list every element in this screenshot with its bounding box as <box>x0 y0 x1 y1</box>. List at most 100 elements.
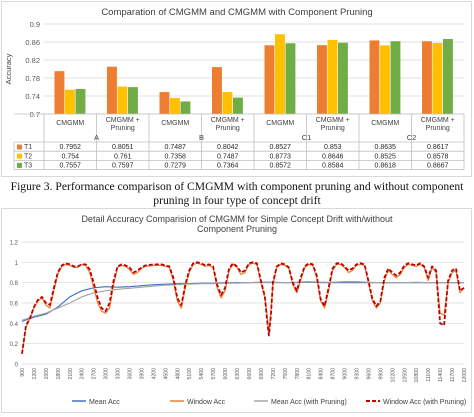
y-tick-label: 0.7 <box>30 110 40 119</box>
data-label: 0.8042 <box>217 144 239 151</box>
legend-swatch-T2 <box>17 153 22 159</box>
x-tick-label: 7200 <box>271 368 277 380</box>
x-tick-label: 7800 <box>295 368 301 380</box>
data-label: 0.7557 <box>60 163 82 170</box>
bar-T3-1 <box>128 87 138 114</box>
data-label: 0.7364 <box>217 163 239 170</box>
category-label: CMGMM + Pruning <box>421 117 455 132</box>
x-tick-label: 2400 <box>80 368 86 380</box>
bar-T3-4 <box>285 43 296 115</box>
y-tick-label: 0.86 <box>25 38 40 47</box>
legend-swatch-T3 <box>17 162 22 168</box>
data-label: 0.8572 <box>270 163 292 170</box>
bar-T2-0 <box>65 89 75 114</box>
bar-T2-7 <box>432 42 443 114</box>
x-tick-label: 3300 <box>116 368 122 380</box>
data-label: 0.7279 <box>165 163 187 170</box>
x-tick-label: 10200 <box>390 368 396 383</box>
x-tick-label: 9300 <box>354 368 360 380</box>
x-tick-label: 5700 <box>211 368 217 380</box>
x-tick-label: 6300 <box>235 368 241 380</box>
x-tick-label: 5100 <box>187 368 193 380</box>
group-label: C2 <box>407 133 417 142</box>
legend-label: Mean Acc (with Pruning) <box>271 399 347 406</box>
data-label: 0.853 <box>324 144 342 151</box>
y-tick-label: 1 <box>15 261 19 267</box>
data-label: 0.8617 <box>427 144 449 151</box>
x-tick-label: 3000 <box>104 368 110 380</box>
x-tick-label: 8700 <box>331 368 337 380</box>
x-tick-label: 7500 <box>283 368 289 380</box>
x-tick-label: 6000 <box>223 368 229 380</box>
data-label: 0.8578 <box>427 153 449 160</box>
bar-T2-6 <box>380 45 390 114</box>
data-label: 0.8051 <box>112 144 134 151</box>
x-tick-label: 1500 <box>44 368 50 380</box>
x-tick-label: 900 <box>20 368 26 377</box>
data-label: 0.8527 <box>270 144 292 151</box>
bar-T2-3 <box>222 92 233 114</box>
group-label: C1 <box>302 133 312 142</box>
bar-T1-2 <box>159 92 170 114</box>
x-tick-label: 10500 <box>402 368 408 383</box>
x-tick-label: 10800 <box>414 368 420 383</box>
y-tick-label: 0 <box>15 363 19 369</box>
x-tick-label: 6600 <box>247 368 253 380</box>
group-label: A <box>94 133 99 142</box>
data-label: 0.7358 <box>165 153 187 160</box>
bar-T2-1 <box>117 86 128 114</box>
data-label: 0.754 <box>61 153 79 160</box>
series-line-window-acc-with-pruning- <box>21 261 465 354</box>
data-label: 0.8635 <box>375 144 397 151</box>
y-tick-label: 0.78 <box>25 74 40 83</box>
bar-chart-panel: Comparation of CMGMM and CMGMM with Comp… <box>1 1 472 177</box>
bar-T1-1 <box>107 66 117 114</box>
x-tick-label: 2700 <box>92 368 98 380</box>
chart-title: Comparation of CMGMM and CMGMM with Comp… <box>101 7 372 18</box>
bar-T2-2 <box>170 97 180 114</box>
x-tick-label: 9900 <box>378 368 384 380</box>
figure-caption: Figure 3. Performance comparison of CMGM… <box>10 180 464 207</box>
bar-T1-7 <box>422 41 432 114</box>
legend-label-T2: T2 <box>24 153 32 160</box>
legend-label: Window Acc (with Pruning) <box>383 399 466 406</box>
legend-label: Window Acc <box>187 399 226 406</box>
y-tick-label: 0.8 <box>10 281 19 287</box>
x-tick-label: 8100 <box>307 368 313 380</box>
bar-T3-3 <box>233 97 243 114</box>
y-axis-label: Accuracy <box>4 53 13 84</box>
data-label: 0.8618 <box>375 163 397 170</box>
x-tick-label: 9600 <box>366 368 372 380</box>
legend-label-T1: T1 <box>24 144 32 151</box>
y-tick-label: 0.2 <box>10 342 19 348</box>
series-line-window-acc <box>21 262 465 354</box>
chart-title: Detail Accuracy Comparision of CMGMM for… <box>81 214 393 234</box>
x-tick-label: 4800 <box>175 368 181 380</box>
data-label: 0.761 <box>114 153 132 160</box>
y-tick-label: 0.82 <box>25 56 40 65</box>
x-tick-label: 12000 <box>462 368 468 383</box>
bar-T1-4 <box>264 45 275 114</box>
series-line-mean-acc <box>21 281 464 322</box>
group-label: B <box>199 133 204 142</box>
data-label: 0.8773 <box>270 153 292 160</box>
category-label: CMGMM <box>266 120 294 127</box>
y-tick-label: 0.4 <box>10 322 19 328</box>
x-tick-label: 1800 <box>56 368 62 380</box>
x-tick-label: 3600 <box>128 368 134 380</box>
legend-label-T3: T3 <box>24 163 32 170</box>
category-label: CMGMM + Pruning <box>211 117 245 132</box>
bar-T1-3 <box>212 67 222 114</box>
bar-T3-7 <box>443 38 453 114</box>
legend-swatch-T1 <box>17 144 22 150</box>
data-label: 0.8667 <box>427 163 449 170</box>
y-tick-label: 1.2 <box>10 241 19 247</box>
x-tick-label: 5400 <box>199 368 205 380</box>
y-tick-label: 0.9 <box>30 20 40 29</box>
series-line-mean-acc-with-pruning- <box>21 281 464 321</box>
data-label: 0.7487 <box>165 144 187 151</box>
x-tick-label: 9000 <box>343 368 349 380</box>
bar-chart: Comparation of CMGMM and CMGMM with Comp… <box>4 7 465 171</box>
bar-T1-6 <box>369 40 380 114</box>
x-tick-label: 8400 <box>319 368 325 380</box>
